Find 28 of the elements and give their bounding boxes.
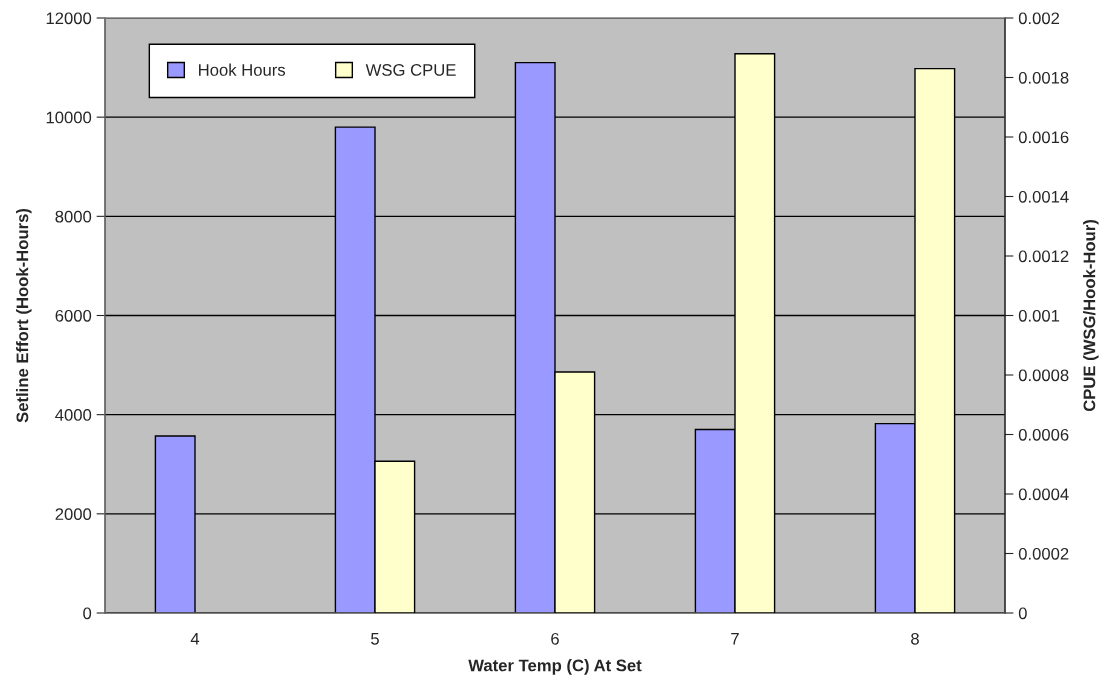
y-tick-label: 6000 xyxy=(55,309,92,322)
x-axis-title: Water Temp (C) At Set xyxy=(468,659,642,675)
y2-tick-label: 0.0016 xyxy=(1018,131,1069,144)
y2-tick-label: 0.0004 xyxy=(1018,488,1069,501)
y2-tick-label: 0.0018 xyxy=(1018,71,1069,84)
y2-tick-label: 0.0002 xyxy=(1018,547,1069,560)
x-tick-label: 6 xyxy=(551,632,559,645)
y-tick-label: 2000 xyxy=(55,508,92,521)
legend-label: WSG CPUE xyxy=(365,64,456,76)
y2-axis-title: CPUE (WSG/Hook-Hour) xyxy=(1083,220,1099,412)
y-tick-label: 0 xyxy=(83,607,92,620)
y2-tick-label: 0.001 xyxy=(1018,309,1060,322)
x-tick-label: 7 xyxy=(731,633,739,645)
y-tick-label: 12000 xyxy=(46,12,92,25)
y2-tick-label: 0.0006 xyxy=(1018,428,1069,441)
y2-tick-label: 0.0014 xyxy=(1018,190,1069,203)
x-tick-label: 8 xyxy=(911,632,919,645)
y2-tick-label: 0.0012 xyxy=(1018,250,1069,263)
y2-tick-label: 0.0008 xyxy=(1018,369,1069,382)
legend-label: Hook Hours xyxy=(199,63,286,76)
y-axis-title: Setline Effort (Hook-Hours) xyxy=(16,208,32,423)
x-tick-label: 4 xyxy=(190,633,200,645)
y-tick-label: 8000 xyxy=(55,210,92,223)
x-tick-label: 5 xyxy=(371,633,379,645)
y-tick-label: 4000 xyxy=(55,409,92,421)
y-tick-label: 10000 xyxy=(46,111,92,124)
y2-tick-label: 0.002 xyxy=(1018,12,1060,25)
y2-tick-label: 0 xyxy=(1018,607,1027,620)
